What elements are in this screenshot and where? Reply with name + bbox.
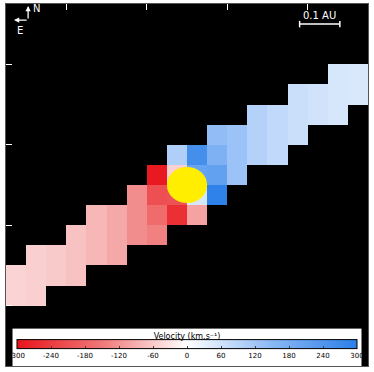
- svg-text:E: E: [17, 25, 23, 36]
- svg-text:0: 0: [185, 352, 189, 360]
- svg-text:180: 180: [282, 352, 295, 360]
- svg-text:-120: -120: [111, 352, 127, 360]
- svg-text:120: 120: [248, 352, 261, 360]
- svg-text:-180: -180: [77, 352, 93, 360]
- svg-text:N: N: [33, 3, 40, 14]
- svg-text:Velocity (km.s⁻¹): Velocity (km.s⁻¹): [154, 332, 221, 341]
- svg-text:240: 240: [316, 352, 329, 360]
- svg-text:0.1 AU: 0.1 AU: [303, 10, 336, 21]
- svg-text:-300: -300: [9, 352, 25, 360]
- svg-text:60: 60: [217, 352, 226, 360]
- svg-text:300: 300: [350, 352, 363, 360]
- svg-text:-60: -60: [147, 352, 158, 360]
- svg-text:-240: -240: [43, 352, 59, 360]
